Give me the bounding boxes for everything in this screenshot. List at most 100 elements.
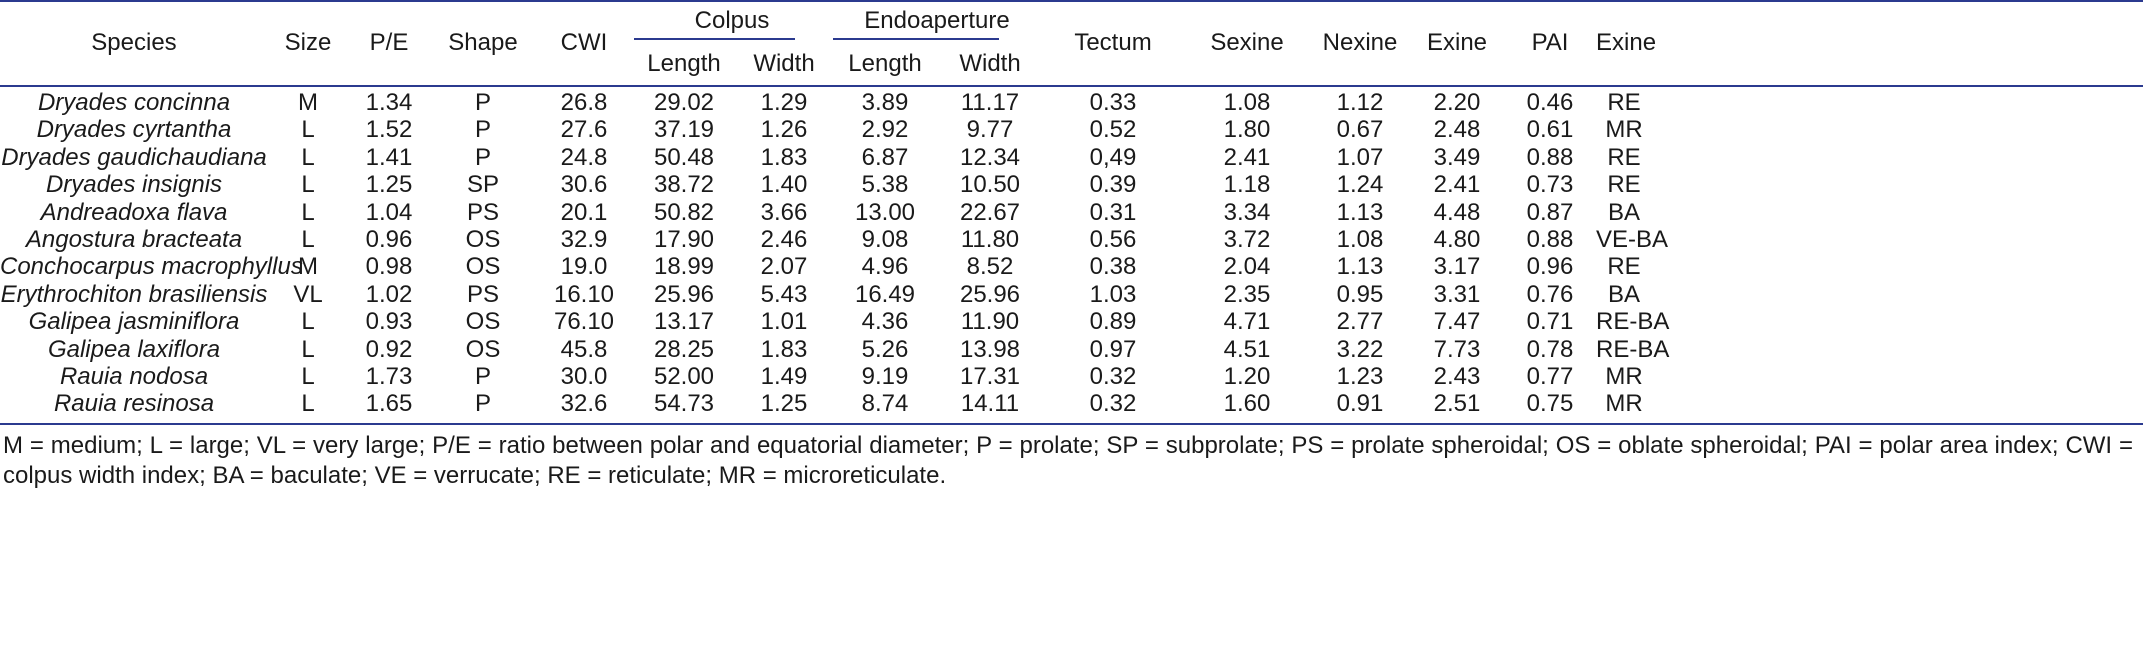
header-size: Size	[284, 29, 332, 57]
cell-shape: P	[474, 363, 491, 391]
cell-nexine: 0.91	[1336, 390, 1384, 418]
cell-nexine: 2.77	[1336, 308, 1384, 336]
cell-cwi: 30.0	[560, 363, 608, 391]
cell-pe: 0.96	[365, 226, 413, 254]
cell-exine2: MR	[1596, 116, 2143, 143]
cell-exine: 2.20	[1433, 89, 1481, 116]
header-colpus-length: Length	[647, 50, 721, 78]
cell-exine2: RE	[1596, 144, 2143, 171]
cell-cwi: 26.8	[560, 89, 608, 116]
top-rule	[0, 0, 2143, 2]
cell-tectum: 0.39	[1089, 171, 1137, 199]
table-row: Dryades insignis L 1.25 SP 30.6 38.72 1.40 5.38…	[0, 171, 2143, 198]
cell-exine2: RE-BA	[1596, 308, 2143, 335]
cell-shape: P	[474, 143, 491, 171]
cell-colpus-width: 1.49	[760, 363, 808, 391]
table-row: Dryades concinna M 1.34 P 26.8 29.02 1.29 3.89 1…	[0, 86, 2143, 116]
header-pe: P/E	[369, 29, 409, 57]
cell-shape: PS	[466, 280, 499, 308]
cell-species: Dryades gaudichaudiana	[1, 143, 267, 171]
cell-nexine: 3.22	[1336, 335, 1384, 363]
cell-exine-type-value: RE	[1607, 253, 1641, 281]
cell-pai: 0.75	[1526, 390, 1574, 418]
cell-exine2: VE-BA	[1596, 226, 2143, 253]
cell-pai: 0.61	[1526, 116, 1574, 144]
cell-sexine: 2.04	[1223, 253, 1271, 281]
cell-exine: 4.48	[1433, 198, 1481, 226]
cell-exine-type-value: RE-BA	[1596, 308, 1670, 336]
cell-species: Dryades cyrtantha	[36, 116, 232, 144]
cell-exine: 3.17	[1433, 253, 1481, 281]
cell-exine-type-value: RE	[1607, 171, 1641, 199]
cell-shape: P	[474, 390, 491, 418]
cell-species: Rauia resinosa	[53, 390, 215, 418]
endoaperture-group-rule	[833, 38, 999, 40]
cell-colpus-length: 29.02	[653, 89, 715, 116]
cell-endo-length: 9.19	[861, 363, 909, 391]
cell-size: L	[301, 143, 315, 171]
cell-exine-type-value: RE	[1607, 89, 1641, 116]
cell-colpus-length: 25.96	[653, 280, 715, 308]
cell-pai: 0.73	[1526, 171, 1574, 199]
cell-exine-type-value: MR	[1605, 116, 1643, 144]
cell-exine-type-value: VE-BA	[1596, 226, 1669, 254]
cell-exine2: RE	[1596, 253, 2143, 280]
cell-nexine: 0.95	[1336, 280, 1384, 308]
cell-tectum: 1.03	[1089, 280, 1137, 308]
cell-colpus-width: 2.46	[760, 226, 808, 254]
header-pai: PAI	[1531, 29, 1569, 57]
cell-colpus-length: 54.73	[653, 390, 715, 418]
cell-colpus-length: 37.19	[653, 116, 715, 144]
header-colpus-width: Width	[753, 50, 815, 78]
table-body: Dryades concinna M 1.34 P 26.8 29.02 1.29 3.89 1…	[0, 86, 2143, 418]
cell-exine-type-value: RE-BA	[1596, 335, 1670, 363]
cell-size: M	[298, 253, 318, 281]
cell-nexine: 0.67	[1336, 116, 1384, 144]
cell-tectum: 0.56	[1089, 226, 1137, 254]
table-row: Rauia resinosa L 1.65 P 32.6 54.73 1.25 8.74 14.…	[0, 390, 2143, 417]
cell-exine-type-value: MR	[1605, 390, 1643, 418]
cell-shape: P	[474, 116, 491, 144]
cell-size: L	[301, 390, 315, 418]
header-endo-width: Width	[959, 50, 1021, 78]
cell-endo-length: 4.96	[861, 253, 909, 281]
cell-size: L	[301, 226, 315, 254]
cell-cwi: 76.10	[553, 308, 615, 336]
table-row: Angostura bracteata L 0.96 OS 32.9 17.90 2.46 9…	[0, 226, 2143, 253]
cell-exine-type-value: RE	[1607, 143, 1641, 171]
cell-shape: PS	[466, 198, 499, 226]
cell-colpus-length: 50.48	[653, 143, 715, 171]
cell-species: Angostura bracteata	[25, 226, 243, 254]
cell-exine: 2.43	[1433, 363, 1481, 391]
cell-pe: 1.73	[365, 363, 413, 391]
cell-nexine: 1.24	[1336, 171, 1384, 199]
cell-pai: 0.77	[1526, 363, 1574, 391]
cell-sexine: 1.08	[1223, 89, 1271, 116]
cell-exine: 3.31	[1433, 280, 1481, 308]
cell-shape: P	[474, 89, 491, 116]
cell-endo-length: 5.26	[861, 335, 909, 363]
cell-tectum: 0.32	[1089, 390, 1137, 418]
cell-endo-length: 3.89	[861, 89, 909, 116]
header-species: Species	[91, 29, 177, 57]
cell-endo-width: 22.67	[959, 198, 1021, 226]
cell-cwi: 19.0	[560, 253, 608, 281]
header-tectum: Tectum	[1074, 29, 1152, 57]
cell-sexine: 1.20	[1223, 363, 1271, 391]
cell-pe: 1.04	[365, 198, 413, 226]
table-row: Andreadoxa flava L 1.04 PS 20.1 50.82 3.66 13.0…	[0, 199, 2143, 226]
cell-tectum: 0.97	[1089, 335, 1137, 363]
cell-sexine: 2.41	[1223, 143, 1271, 171]
cell-endo-length: 16.49	[854, 280, 916, 308]
table-footnote: M = medium; L = large; VL = very large; …	[3, 432, 2133, 489]
cell-shape: OS	[465, 253, 501, 281]
cell-pe: 0.92	[365, 335, 413, 363]
header-exine-type-label: Exine	[1596, 29, 1657, 57]
cell-tectum: 0,49	[1089, 143, 1137, 171]
cell-tectum: 0.89	[1089, 308, 1137, 336]
cell-colpus-length: 38.72	[653, 171, 715, 199]
table-row: Dryades cyrtantha L 1.52 P 27.6 37.19 1.26 2.92…	[0, 116, 2143, 143]
cell-cwi: 16.10	[553, 280, 615, 308]
cell-pe: 0.98	[365, 253, 413, 281]
